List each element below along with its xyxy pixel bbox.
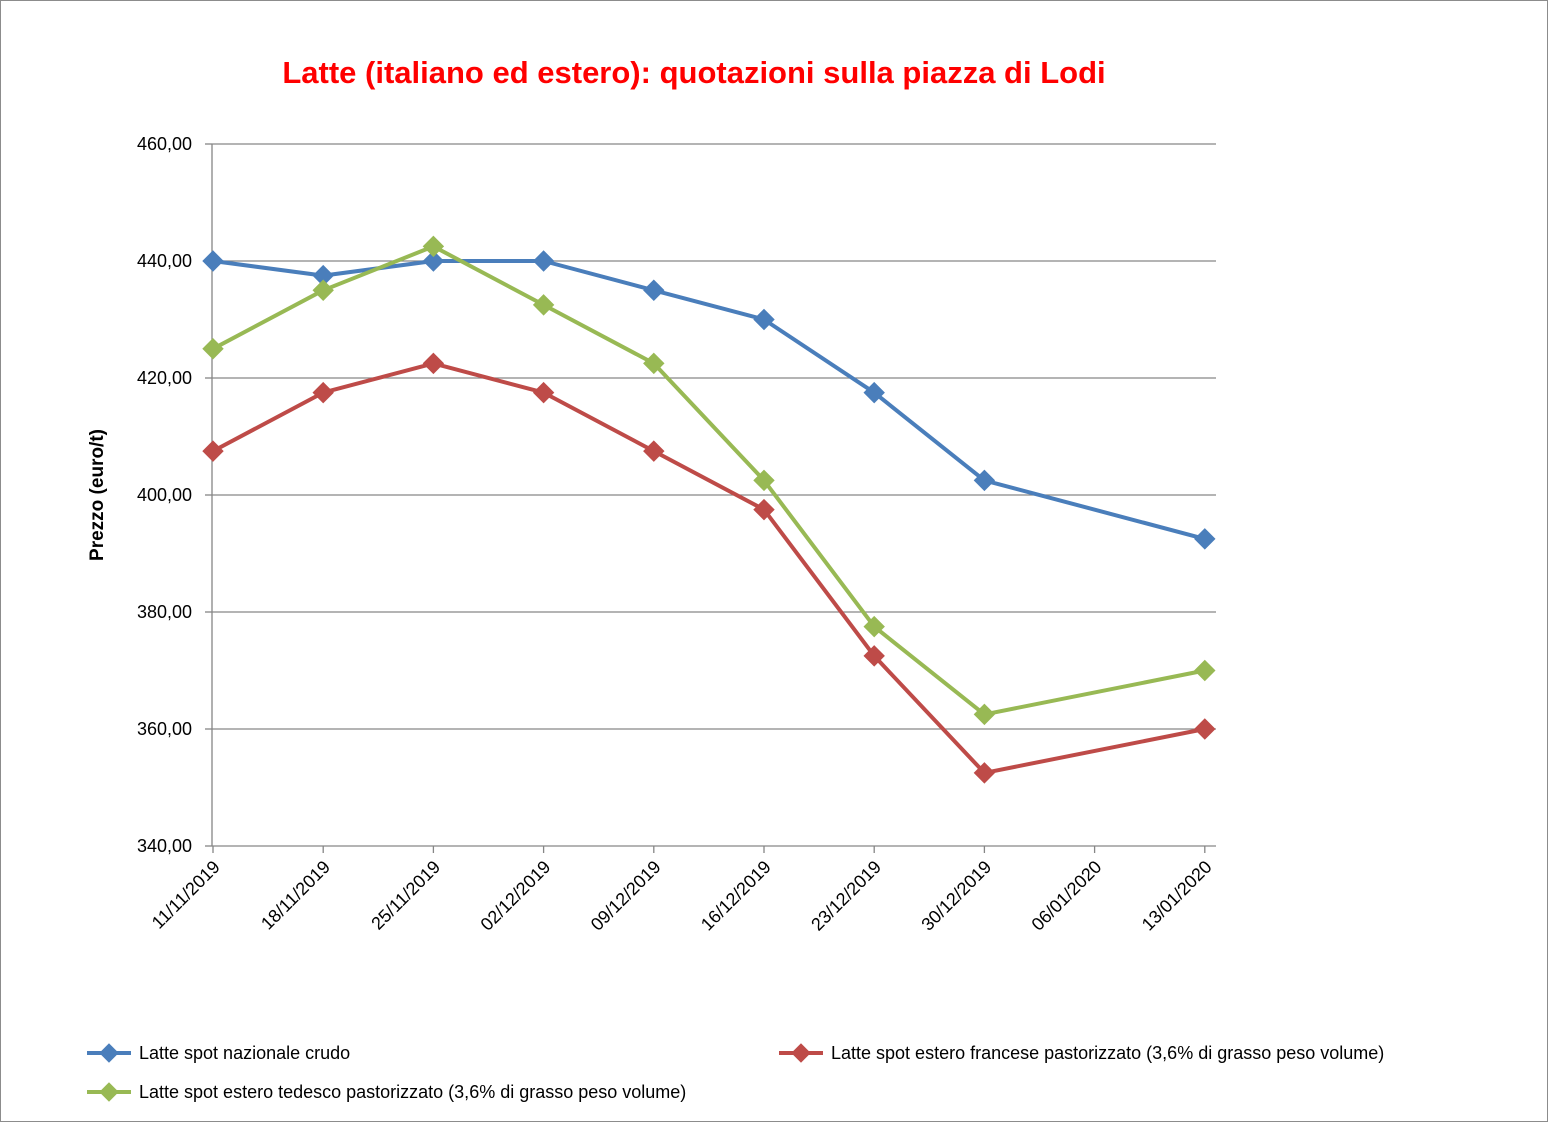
legend-label: Latte spot estero francese pastorizzato … (831, 1043, 1384, 1063)
legend-label: Latte spot nazionale crudo (139, 1043, 350, 1063)
y-axis-label: Prezzo (euro/t) (87, 429, 108, 561)
data-point-marker (753, 308, 775, 331)
legend: Latte spot nazionale crudo Latte spot est… (87, 1043, 1384, 1102)
x-tick-label: 02/12/2019 (477, 857, 555, 935)
data-point-marker (532, 250, 555, 272)
y-tick-label: 440,00 (137, 251, 192, 271)
data-point-marker (643, 352, 665, 375)
data-point-marker (532, 381, 555, 404)
data-point-marker (99, 1043, 119, 1063)
data-point-marker (202, 440, 224, 462)
data-series (202, 235, 1216, 784)
x-tick-label: 25/11/2019 (367, 857, 444, 934)
y-axis-tick-labels: 340,00 360,00 380,00 400,00 420,00 440,00 460,… (137, 134, 192, 856)
data-point-marker (973, 762, 996, 784)
data-point-marker (99, 1082, 119, 1102)
series-3 (202, 235, 1216, 726)
series-1 (202, 250, 1216, 550)
series-2 (202, 352, 1216, 784)
x-tick-label: 30/12/2019 (917, 857, 995, 935)
data-point-marker (1194, 528, 1216, 550)
data-point-marker (422, 250, 445, 272)
data-point-marker (753, 469, 775, 492)
legend-entry: Latte spot estero tedesco pastorizzato (… (87, 1082, 686, 1102)
data-point-marker (202, 250, 224, 272)
series-line (212, 361, 1206, 775)
x-tick-label: 13/01/2020 (1138, 857, 1216, 935)
legend-entry: Latte spot estero francese pastorizzato … (779, 1043, 1384, 1063)
data-point-marker (312, 381, 334, 404)
y-tick-label: 380,00 (137, 602, 192, 622)
data-point-marker (753, 498, 775, 521)
x-tick-label: 09/12/2019 (587, 857, 665, 935)
x-tick-label: 18/11/2019 (257, 857, 334, 934)
data-point-marker (422, 352, 445, 375)
y-tick-label: 460,00 (137, 134, 192, 154)
data-point-marker (202, 338, 224, 360)
data-point-marker (312, 279, 334, 301)
data-point-marker (863, 615, 885, 638)
data-point-marker (1194, 659, 1216, 682)
gridlines (212, 143, 1216, 730)
axes (205, 143, 1216, 853)
legend-label: Latte spot estero tedesco pastorizzato (… (139, 1082, 686, 1102)
y-tick-label: 400,00 (137, 485, 192, 505)
data-point-marker (863, 381, 885, 404)
data-point-marker (422, 235, 445, 258)
data-point-marker (1194, 718, 1216, 740)
y-tick-label: 340,00 (137, 836, 192, 856)
data-point-marker (973, 703, 996, 726)
data-point-marker (791, 1043, 811, 1063)
x-axis-tick-labels: 11/11/2019 18/11/2019 25/11/2019 02/12/2019… (148, 857, 1216, 935)
series-line (212, 259, 1206, 541)
chart-title: Latte (italiano ed estero): quotazioni s… (282, 55, 1105, 90)
data-point-marker (863, 645, 885, 667)
data-point-marker (643, 279, 665, 301)
x-tick-label: 11/11/2019 (148, 857, 224, 933)
data-point-marker (643, 440, 665, 462)
x-tick-label: 16/12/2019 (697, 857, 775, 935)
y-tick-label: 420,00 (137, 368, 192, 388)
y-tick-label: 360,00 (137, 719, 192, 739)
x-tick-label: 06/01/2020 (1028, 857, 1106, 935)
data-point-marker (532, 294, 555, 316)
data-point-marker (973, 469, 996, 492)
legend-entry: Latte spot nazionale crudo (87, 1043, 350, 1063)
x-tick-label: 23/12/2019 (807, 857, 885, 935)
